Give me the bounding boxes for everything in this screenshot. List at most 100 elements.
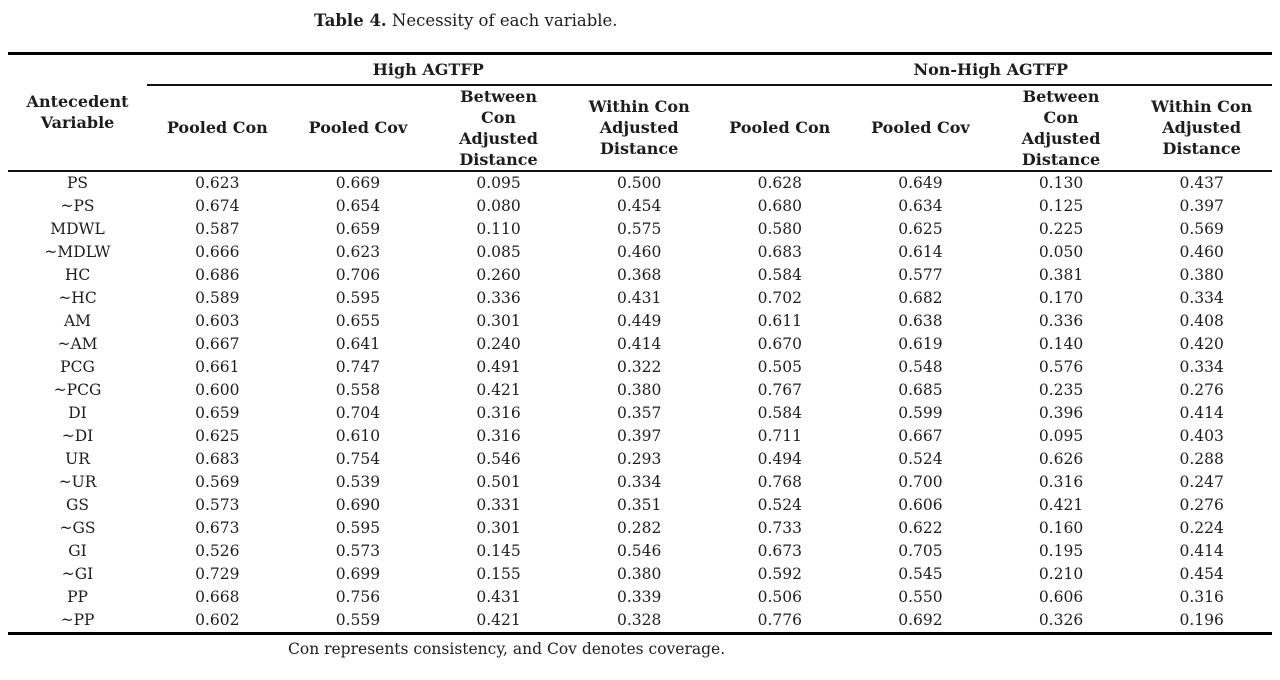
table-row: ~HC 0.589 0.595 0.336 0.431 0.702 0.682 0.170 0.…	[8, 287, 1272, 310]
table-cell: 0.661	[195, 357, 240, 376]
table-cell: 0.702	[757, 288, 802, 307]
necessity-table: Antecedent Variable High AGTFP Non-High …	[8, 52, 1272, 635]
table-cell: 0.050	[1038, 242, 1084, 261]
table-cell: 0.776	[757, 610, 802, 629]
table-cell: 0.569	[1179, 219, 1224, 238]
table-cell: 0.683	[757, 242, 802, 261]
table-cell: 0.580	[757, 219, 802, 238]
table-row: PP 0.668 0.756 0.431 0.339 0.506 0.550 0.606 0.3…	[8, 586, 1272, 609]
table-cell: 0.573	[335, 541, 381, 560]
table-cell: 0.170	[1038, 288, 1084, 307]
table-cell: 0.729	[195, 564, 240, 583]
table-cell: 0.494	[757, 449, 802, 468]
table-cell: 0.692	[898, 610, 943, 629]
table-cell: 0.437	[1179, 173, 1224, 192]
row-variable: UR	[65, 449, 90, 468]
table-cell: 0.316	[1179, 587, 1224, 606]
table-cell: 0.403	[1179, 426, 1224, 445]
table-cell: 0.316	[476, 426, 521, 445]
table-cell: 0.666	[195, 242, 240, 261]
table-cell: 0.569	[195, 472, 240, 491]
row-variable: GS	[66, 495, 90, 514]
table-cell: 0.623	[195, 173, 240, 192]
table-cell: 0.301	[476, 311, 521, 330]
table-cell: 0.690	[335, 495, 381, 514]
table-cell: 0.380	[616, 564, 662, 583]
column-header-pooled-cov-high: Pooled Cov	[287, 84, 429, 172]
table-cell: 0.196	[1179, 610, 1224, 629]
table-cell: 0.421	[1038, 495, 1084, 514]
table-cell: 0.573	[195, 495, 240, 514]
table-cell: 0.316	[476, 403, 521, 422]
sub-header-row: Pooled Con Pooled Cov Between Con Adjust…	[8, 84, 1272, 172]
table-cell: 0.240	[476, 334, 521, 353]
table-cell: 0.680	[757, 196, 802, 215]
table-cell: 0.282	[616, 518, 662, 537]
table-cell: 0.288	[1179, 449, 1224, 468]
table-cell: 0.397	[1179, 196, 1224, 215]
table-cell: 0.491	[476, 357, 521, 376]
row-variable: ~HC	[58, 288, 97, 307]
table-cell: 0.584	[757, 265, 802, 284]
table-row: UR 0.683 0.754 0.546 0.293 0.494 0.524 0.626 0.2…	[8, 448, 1272, 471]
table-row: ~PS 0.674 0.654 0.080 0.454 0.680 0.634 0.125 0.…	[8, 195, 1272, 218]
table-row: AM 0.603 0.655 0.301 0.449 0.611 0.638 0.336 0.4…	[8, 310, 1272, 333]
table-cell: 0.334	[1179, 288, 1224, 307]
table-cell: 0.080	[476, 196, 521, 215]
table-cell: 0.655	[335, 311, 381, 330]
table-cell: 0.195	[1038, 541, 1084, 560]
table-cell: 0.706	[335, 265, 381, 284]
table-cell: 0.704	[335, 403, 381, 422]
table-cell: 0.659	[195, 403, 240, 422]
table-cell: 0.667	[898, 426, 943, 445]
column-header-antecedent-variable: Antecedent Variable	[8, 53, 148, 172]
table-body: PS 0.623 0.669 0.095 0.500 0.628 0.649 0.130 0.4…	[8, 171, 1272, 634]
table-cell: 0.559	[335, 610, 381, 629]
table-cell: 0.623	[335, 242, 381, 261]
table-cell: 0.414	[1179, 541, 1224, 560]
table-cell: 0.641	[335, 334, 381, 353]
table-cell: 0.334	[616, 472, 662, 491]
table-cell: 0.611	[757, 311, 802, 330]
table-cell: 0.293	[616, 449, 662, 468]
table-cell: 0.224	[1179, 518, 1224, 537]
table-cell: 0.339	[616, 587, 662, 606]
table-cell: 0.558	[335, 380, 381, 399]
table-cell: 0.625	[898, 219, 943, 238]
row-variable: ~PCG	[53, 380, 102, 399]
group-header-high-agtfp: High AGTFP	[147, 53, 710, 86]
row-variable: GI	[68, 541, 87, 560]
table-cell: 0.592	[757, 564, 802, 583]
column-header-between-con-high: Between Con Adjusted Distance	[428, 84, 569, 172]
table-cell: 0.634	[898, 196, 943, 215]
table-cell: 0.628	[757, 173, 802, 192]
table-cell: 0.700	[898, 472, 943, 491]
table-cell: 0.595	[335, 288, 381, 307]
table-cell: 0.247	[1179, 472, 1224, 491]
table-cell: 0.625	[195, 426, 240, 445]
table-cell: 0.589	[195, 288, 240, 307]
table-cell: 0.619	[898, 334, 943, 353]
table-cell: 0.326	[1038, 610, 1084, 629]
table-cell: 0.705	[898, 541, 943, 560]
table-cell: 0.506	[757, 587, 802, 606]
row-variable: ~GI	[61, 564, 94, 583]
table-cell: 0.431	[476, 587, 521, 606]
row-variable: ~MDLW	[44, 242, 111, 261]
table-cell: 0.545	[898, 564, 943, 583]
table-cell: 0.328	[616, 610, 662, 629]
row-variable: ~PS	[60, 196, 95, 215]
table-cell: 0.587	[195, 219, 240, 238]
table-cell: 0.524	[898, 449, 943, 468]
table-row: PS 0.623 0.669 0.095 0.500 0.628 0.649 0.130 0.4…	[8, 171, 1272, 195]
column-header-pooled-cov-nonhigh: Pooled Cov	[850, 84, 991, 172]
row-variable: AM	[63, 311, 92, 330]
row-variable: HC	[64, 265, 91, 284]
column-header-between-con-nonhigh: Between Con Adjusted Distance	[990, 84, 1132, 172]
table-cell: 0.626	[1038, 449, 1084, 468]
table-cell: 0.669	[335, 173, 381, 192]
table-cell: 0.754	[335, 449, 381, 468]
table-row: ~GI 0.729 0.699 0.155 0.380 0.592 0.545 0.210 0.…	[8, 563, 1272, 586]
table-cell: 0.110	[476, 219, 521, 238]
